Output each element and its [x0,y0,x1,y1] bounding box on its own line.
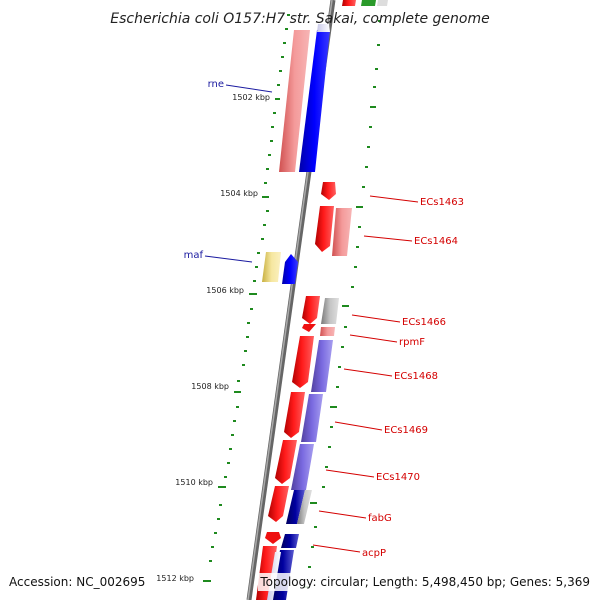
topology-text: Topology: circular; Length: 5,498,450 bp… [259,575,590,589]
gene-label-ecs1469[interactable]: ECs1469 [384,425,428,436]
gene-label-ecs1463[interactable]: ECs1463 [420,197,464,208]
label-leader-lines [204,84,419,553]
map-title: Escherichia coli O157:H7 str. Sakai, com… [110,11,489,27]
tick-label: 1502 kbp [232,93,270,102]
gene-label-ecs1466[interactable]: ECs1466 [402,317,446,328]
gene-label-rpmf[interactable]: rpmF [399,337,425,348]
gene-label-acpp[interactable]: acpP [362,548,386,559]
tick-label: 1504 kbp [220,189,258,198]
gene-label-rne[interactable]: rne [208,79,224,90]
tick-label: 1512 kbp [156,574,194,583]
gene-label-ecs1470[interactable]: ECs1470 [376,472,420,483]
gene-label-maf[interactable]: maf [184,250,204,261]
gc-content-track [203,14,381,588]
gene-label-fabg[interactable]: fabG [368,513,392,524]
gene-features [256,0,388,600]
accession-text: Accession: NC_002695 [9,575,145,589]
tick-label: 1510 kbp [175,478,213,487]
gene-labels: rne maf ECs1463 ECs1464 ECs1466 rpmF ECs… [184,79,464,559]
gene-label-ecs1468[interactable]: ECs1468 [394,371,438,382]
gene-label-ecs1464[interactable]: ECs1464 [414,236,458,247]
tick-label: 1508 kbp [191,382,229,391]
position-ticks: 1502 kbp 1504 kbp 1506 kbp 1508 kbp 1510… [156,93,270,583]
tick-label: 1506 kbp [206,286,244,295]
